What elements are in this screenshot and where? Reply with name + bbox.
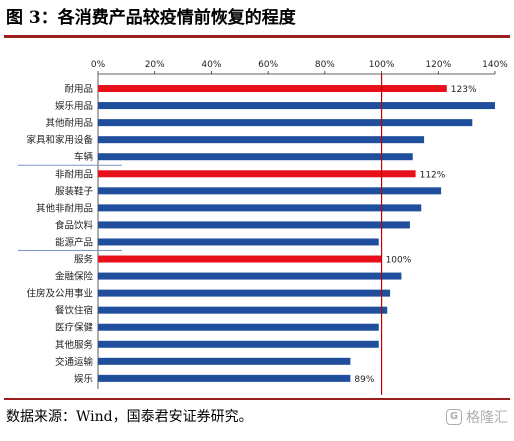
- category-label: 家具和家用设备: [26, 134, 93, 146]
- bar: [98, 204, 422, 212]
- bar-chart: 0% 20% 40% 60% 80% 100% 120% 140% 耐用品 123% 娱乐用品其他耐…: [18, 60, 508, 395]
- category-label: 医疗保健: [55, 322, 94, 334]
- bar: [98, 238, 379, 246]
- watermark: G 格隆汇: [446, 406, 508, 428]
- title-rule: [4, 35, 510, 38]
- category-label: 服装鞋子: [55, 185, 94, 197]
- data-label: 112%: [420, 170, 446, 180]
- category-label: 其他耐用品: [45, 117, 93, 129]
- bar: [98, 289, 391, 297]
- footer-rule: [4, 398, 510, 400]
- data-label: 100%: [386, 256, 412, 266]
- category-label: 其他非耐用品: [36, 202, 93, 214]
- bar: [98, 119, 473, 127]
- x-tick-label: 0%: [91, 60, 106, 70]
- category-label: 娱乐: [74, 373, 94, 385]
- highlighted-bar: [98, 255, 382, 263]
- bar: [98, 374, 351, 382]
- highlighted-bar: [98, 85, 447, 93]
- bar: [98, 357, 351, 365]
- bar: [98, 306, 388, 314]
- bar: [98, 153, 413, 161]
- bar: [98, 323, 379, 331]
- data-label: 89%: [354, 375, 374, 385]
- category-label: 交通运输: [55, 356, 94, 368]
- watermark-text: 格隆汇: [466, 410, 508, 426]
- source-note: 数据来源：Wind，国泰君安证券研究。: [6, 409, 253, 425]
- x-tick-label: 60%: [258, 60, 278, 70]
- bar: [98, 102, 495, 110]
- watermark-logo-icon: G: [446, 409, 462, 425]
- bar: [98, 340, 379, 348]
- x-tick-label: 80%: [315, 60, 335, 70]
- x-tick-label: 140%: [482, 60, 508, 70]
- category-label: 其他服务: [55, 339, 94, 351]
- bar: [98, 272, 402, 280]
- category-label: 能源产品: [55, 236, 93, 248]
- category-label: 住房及公用事业: [26, 288, 93, 300]
- bar: [98, 187, 442, 195]
- category-label: 非耐用品: [55, 168, 93, 180]
- category-label: 餐饮住宿: [55, 305, 93, 317]
- data-label: 123%: [451, 85, 477, 95]
- x-tick-label: 120%: [425, 60, 451, 70]
- figure-title: 图 3：各消费产品较疫情前恢复的程度: [6, 8, 296, 28]
- x-tick-label: 20%: [145, 60, 165, 70]
- highlighted-bar: [98, 170, 416, 178]
- bar: [98, 221, 410, 229]
- category-label: 车辆: [74, 151, 94, 163]
- category-label: 食品饮料: [55, 219, 94, 231]
- x-tick-label: 40%: [201, 60, 221, 70]
- category-label: 耐用品: [64, 83, 93, 95]
- category-label: 金融保险: [55, 271, 94, 283]
- x-tick-label: 100%: [369, 60, 395, 70]
- category-label: 服务: [74, 254, 94, 266]
- category-label: 娱乐用品: [55, 100, 93, 112]
- bar: [98, 136, 425, 144]
